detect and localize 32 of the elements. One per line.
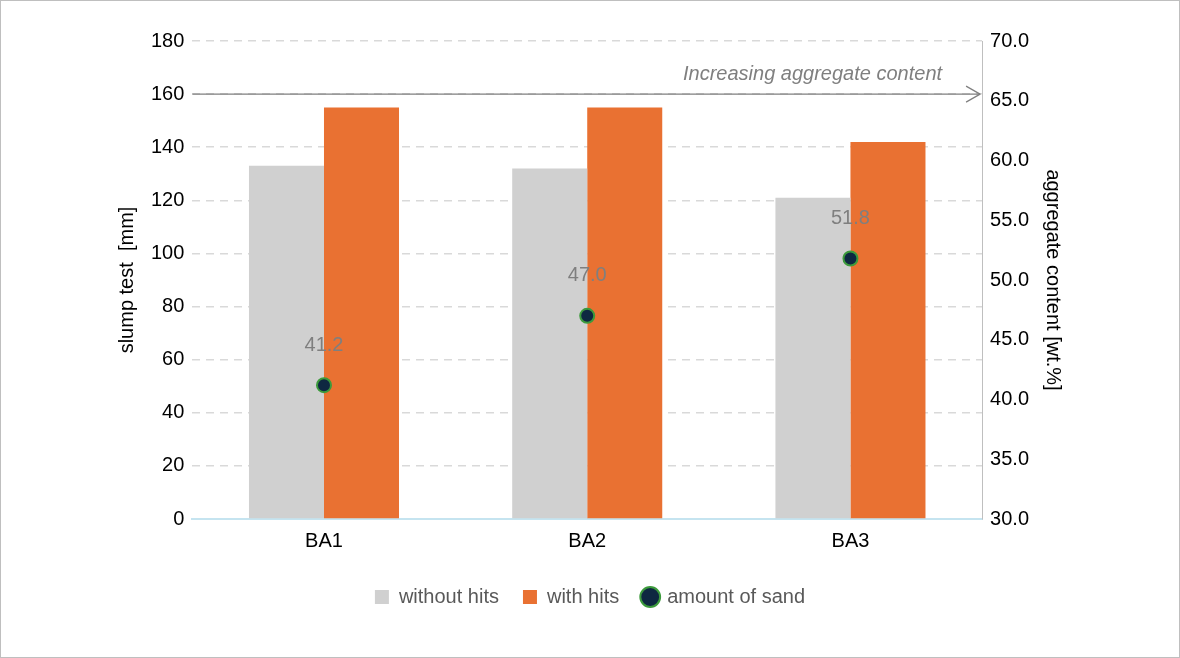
y2-tick-label: 65.0 [990, 88, 1030, 111]
y-tick-label: 20 [162, 453, 185, 476]
y2-tick-label: 50.0 [990, 267, 1030, 290]
ref-line-label: Increasing aggregate content [683, 61, 944, 84]
point [315, 377, 332, 394]
y-tick-label: 100 [150, 240, 185, 263]
y-tick-label: 120 [150, 187, 185, 210]
y-tick-label: 140 [150, 134, 185, 157]
y-axis-title: slump test [mm] [114, 206, 137, 354]
y2-tick-label: 40.0 [990, 387, 1030, 410]
legend-label: without hits [397, 584, 499, 607]
point [579, 307, 596, 324]
y-tick-label: 60 [162, 347, 185, 370]
legend-label: with hits [545, 584, 620, 607]
y2-axis-title: aggregate content [wt.%] [1043, 169, 1066, 391]
y-tick-label: 0 [173, 506, 185, 529]
y2-tick-label: 45.0 [990, 327, 1030, 350]
y2-tick-label: 70.0 [990, 28, 1030, 51]
point [842, 250, 859, 267]
y-tick-label: 160 [150, 81, 185, 104]
x-tick-label: BA2 [568, 528, 607, 551]
y2-tick-label: 55.0 [990, 207, 1030, 230]
legend-label: amount of sand [667, 584, 806, 607]
y2-tick-label: 35.0 [990, 446, 1030, 469]
data-label: 41.2 [304, 332, 344, 355]
x-tick-label: BA3 [831, 528, 870, 551]
y-tick-label: 40 [162, 400, 185, 423]
y2-tick-label: 60.0 [990, 148, 1030, 171]
y-tick-label: 180 [150, 28, 185, 51]
y-tick-label: 80 [162, 294, 185, 317]
y2-tick-label: 30.0 [990, 506, 1030, 529]
x-tick-label: BA1 [305, 528, 343, 551]
